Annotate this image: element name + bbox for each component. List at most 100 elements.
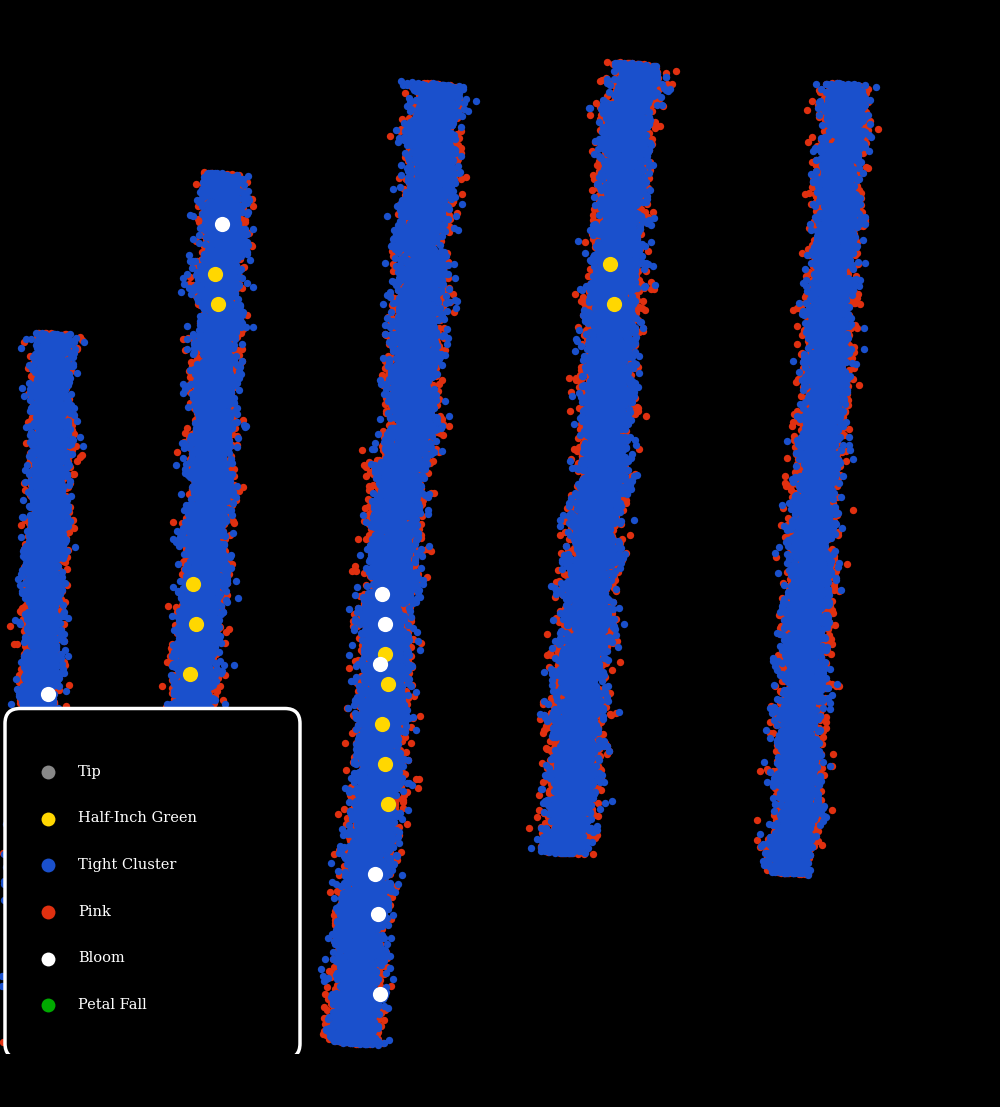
Point (600, 218, 616, 236)
Point (795, 535, 811, 552)
Point (28, 552, 44, 570)
Point (776, 748, 792, 766)
Point (572, 572, 588, 590)
Point (183, 501, 199, 519)
Point (828, 79, 844, 96)
Point (187, 684, 203, 702)
Point (563, 653, 579, 671)
Point (26, 516, 42, 534)
Point (800, 614, 816, 632)
Point (38, 403, 54, 421)
Point (351, 952, 367, 970)
Point (199, 825, 215, 842)
Point (185, 355, 201, 373)
Point (186, 687, 202, 705)
Point (611, 130, 627, 147)
Point (203, 308, 219, 325)
Point (195, 381, 211, 399)
Point (214, 169, 230, 187)
Point (615, 324, 631, 342)
Point (378, 580, 394, 598)
Point (200, 520, 216, 538)
Point (635, 58, 651, 75)
Point (563, 694, 579, 712)
Point (605, 194, 621, 211)
Point (562, 582, 578, 600)
Point (32, 734, 48, 752)
Point (392, 226, 408, 244)
Point (190, 619, 206, 637)
Point (341, 872, 357, 890)
Point (373, 654, 389, 672)
Point (586, 758, 602, 776)
Point (787, 836, 803, 853)
Point (796, 814, 812, 831)
Point (425, 183, 441, 200)
Point (197, 592, 213, 610)
Point (31, 686, 47, 704)
Point (409, 341, 425, 359)
Point (810, 459, 826, 477)
Point (32, 970, 48, 987)
Point (175, 532, 191, 550)
Point (805, 571, 821, 589)
Point (385, 592, 401, 610)
Point (800, 559, 816, 577)
Point (378, 643, 394, 661)
Point (32, 683, 48, 701)
Point (616, 352, 632, 370)
Point (214, 342, 230, 360)
Point (829, 163, 845, 180)
Point (193, 644, 209, 662)
Point (802, 669, 818, 686)
Point (168, 1004, 184, 1022)
Point (208, 354, 224, 372)
Point (187, 801, 203, 819)
Point (192, 527, 208, 545)
Point (34, 711, 50, 728)
Point (183, 922, 199, 940)
Point (799, 101, 815, 118)
Point (360, 849, 376, 867)
Point (825, 249, 841, 267)
Point (809, 329, 825, 346)
Point (379, 580, 395, 598)
Point (388, 731, 404, 748)
Point (350, 889, 366, 907)
Point (785, 765, 801, 783)
Point (802, 548, 818, 566)
Point (415, 250, 431, 268)
Point (580, 313, 596, 331)
Point (34, 921, 50, 939)
Point (204, 304, 220, 322)
Point (31, 873, 47, 891)
Point (417, 275, 433, 292)
Point (165, 1018, 181, 1036)
Point (607, 420, 623, 437)
Point (340, 908, 356, 925)
Point (39, 849, 55, 867)
Point (379, 560, 395, 578)
Point (374, 808, 390, 826)
Point (212, 172, 228, 189)
Point (43, 458, 59, 476)
Point (381, 385, 397, 403)
Point (36, 567, 52, 584)
Point (196, 503, 212, 520)
Point (341, 811, 357, 829)
Point (580, 542, 596, 560)
Point (44, 399, 60, 416)
Point (569, 767, 585, 785)
Point (389, 384, 405, 402)
Point (178, 652, 194, 670)
Point (403, 397, 419, 415)
Point (842, 107, 858, 125)
Point (543, 767, 559, 785)
Point (28, 828, 44, 846)
Point (804, 541, 820, 559)
Point (450, 151, 466, 168)
Point (405, 335, 421, 353)
Point (214, 270, 230, 288)
Point (406, 265, 422, 282)
Point (34, 638, 50, 655)
